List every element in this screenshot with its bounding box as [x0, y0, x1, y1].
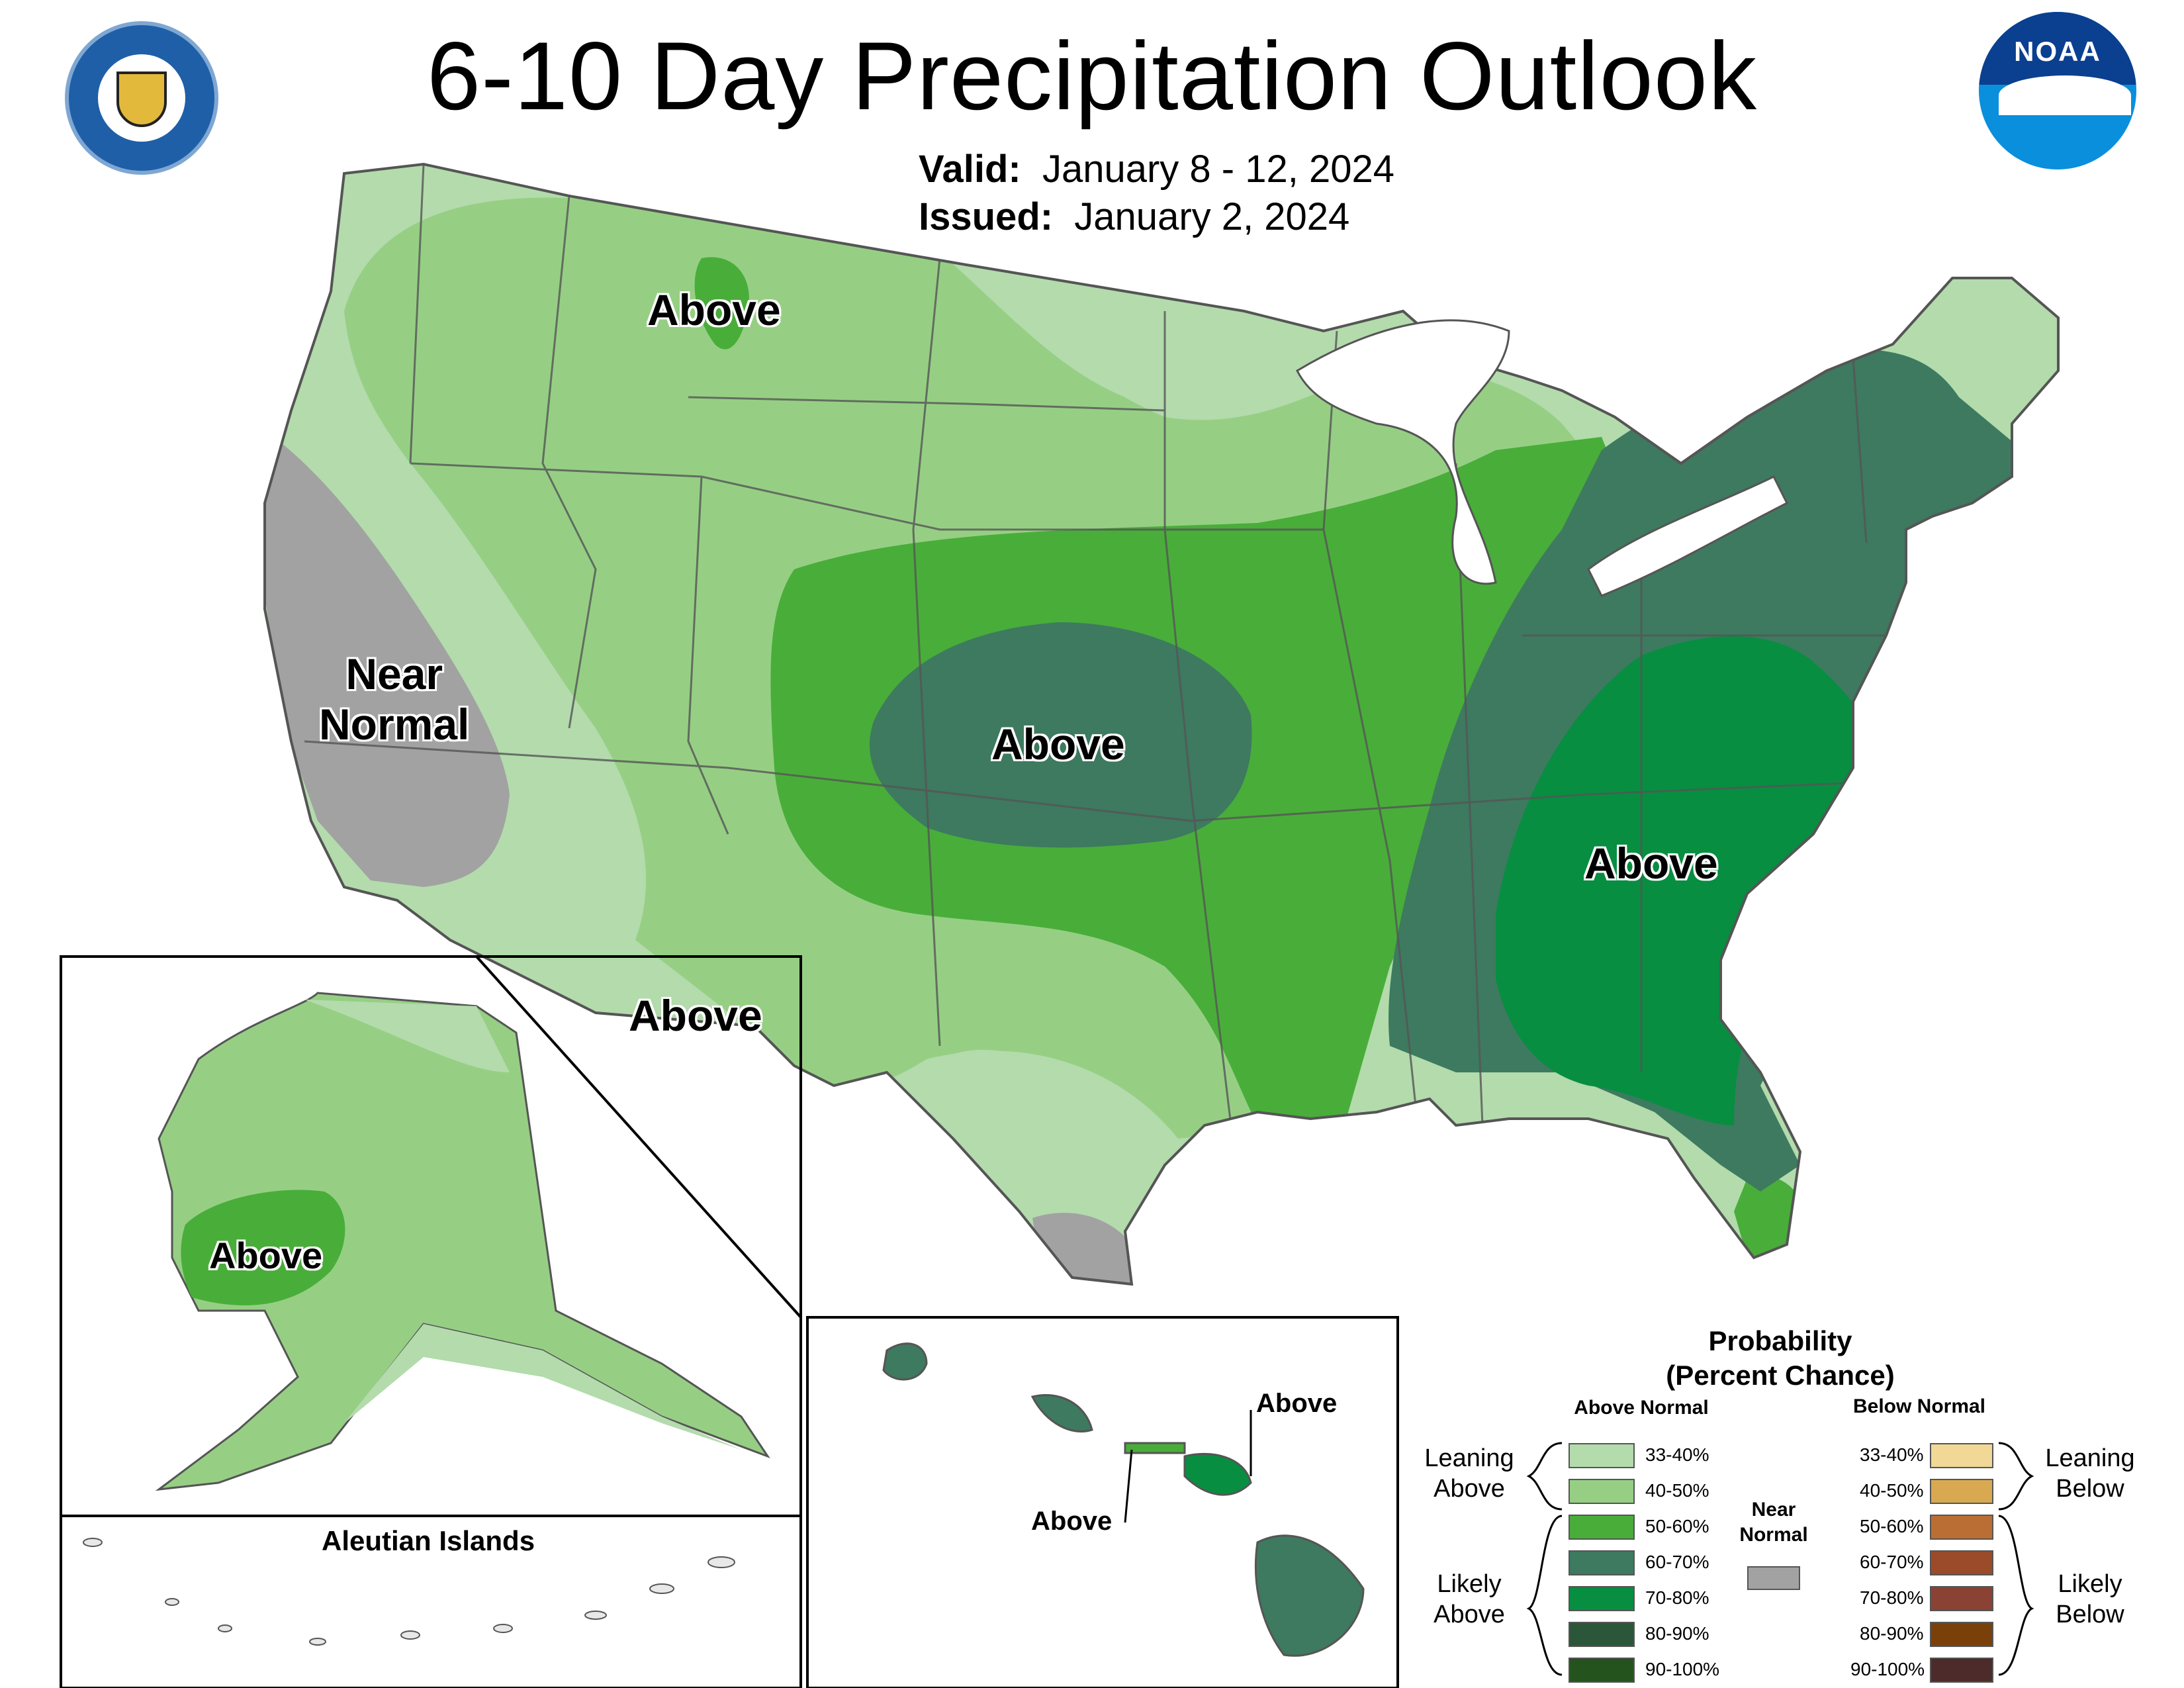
southwest-above-label: Above: [629, 991, 762, 1040]
legend-title-line2: (Percent Chance): [1666, 1360, 1895, 1391]
likely-below-line2: Below: [2056, 1601, 2124, 1628]
california-near-normal-label: Near Normal: [319, 649, 469, 749]
legend-above-range-4: 70-80%: [1645, 1587, 1709, 1608]
legend-above-swatch-4: [1569, 1586, 1635, 1611]
page-title: 6-10 Day Precipitation Outlook: [426, 22, 1758, 130]
near-normal-california-shading: [265, 430, 510, 887]
issued-label: Issued:: [919, 195, 1054, 238]
leaning-below-line2: Below: [2056, 1475, 2124, 1503]
likely-above-70-80-southeast-shading: [1496, 636, 1888, 1125]
likely-below-line1: Likely: [2058, 1570, 2122, 1598]
legend-above-range-2: 50-60%: [1645, 1516, 1709, 1536]
alaska-lean-above-40-50-shading: [155, 992, 770, 1491]
legend-near-normal-swatch: [1747, 1566, 1800, 1590]
near-normal-line1: Near: [345, 649, 443, 698]
state-borders: [304, 164, 1893, 1126]
legend-leaning-above-label: Leaning Above: [1410, 1443, 1529, 1504]
legend-above-swatch-6: [1569, 1658, 1635, 1683]
valid-label: Valid:: [919, 148, 1021, 191]
aleutian-inset-frame: [60, 1515, 802, 1688]
legend-below-swatch-3: [1930, 1550, 1993, 1575]
legend-below-range-5: 80-90%: [1860, 1623, 1924, 1644]
legend-near-normal-label: Near Normal: [1721, 1497, 1827, 1548]
legend-title: Probability (Percent Chance): [1615, 1324, 1946, 1393]
near-normal-line2: Normal: [319, 700, 470, 749]
legend-below-range-0: 33-40%: [1860, 1444, 1924, 1465]
noaa-logo-icon: NOAA: [1979, 12, 2136, 169]
aleutian-islands: [83, 1538, 735, 1646]
legend-near-line2: Normal: [1739, 1524, 1808, 1546]
hawaii-inset-frame: [806, 1316, 1399, 1688]
alaska-inset-diagonal-frame: [475, 955, 802, 1319]
legend-above-range-3: 60-70%: [1645, 1552, 1709, 1572]
legend-below-range-6: 90-100%: [1850, 1659, 1925, 1679]
big-island: [1254, 1534, 1365, 1657]
legend-above-range-0: 33-40%: [1645, 1444, 1709, 1465]
valid-value: January 8 - 12, 2024: [1042, 148, 1394, 191]
legend-above-range-6: 90-100%: [1645, 1659, 1720, 1679]
legend-above-swatch-5: [1569, 1622, 1635, 1647]
hawaii-islands: [882, 1342, 1365, 1657]
legend-below-swatch-2: [1930, 1515, 1993, 1540]
maui-island: [1183, 1452, 1252, 1496]
legend-below-swatch-5: [1930, 1622, 1993, 1647]
southeast-above-label: Above: [1584, 839, 1718, 888]
legend-below-range-1: 40-50%: [1860, 1480, 1924, 1501]
legend-above-range-5: 80-90%: [1645, 1623, 1709, 1644]
legend-above-swatch-2: [1569, 1515, 1635, 1540]
legend-below-range-4: 70-80%: [1860, 1587, 1924, 1608]
alaska-inset-map: [155, 992, 770, 1491]
legend-near-line1: Near: [1751, 1499, 1796, 1521]
molokai-island: [1124, 1442, 1186, 1454]
hawaii-molokai-above-label: Above: [1031, 1507, 1113, 1536]
legend-title-line1: Probability: [1708, 1325, 1852, 1356]
legend-above-swatch-1: [1569, 1479, 1635, 1504]
kauai-island: [882, 1342, 928, 1381]
department-of-commerce-seal-icon: [65, 21, 218, 175]
alaska-above-label: Above: [209, 1235, 323, 1276]
legend-likely-above-label: Likely Above: [1410, 1569, 1529, 1630]
legend-below-swatch-4: [1930, 1586, 1993, 1611]
legend-below-range-3: 60-70%: [1860, 1552, 1924, 1572]
leaning-above-line2: Above: [1433, 1475, 1505, 1503]
hawaii-maui-above-label: Above: [1256, 1389, 1338, 1418]
legend-below-normal-header: Below Normal: [1852, 1395, 1986, 1417]
legend-leaning-below-label: Leaning Below: [2030, 1443, 2150, 1504]
legend-above-normal-header: Above Normal: [1574, 1397, 1709, 1419]
lean-above-33-40-north-plains-shading: [946, 258, 1337, 415]
alaska-likely-above-50-60-shading: [181, 1190, 345, 1305]
aleutian-islands-title: Aleutian Islands: [322, 1525, 535, 1556]
likely-above-line1: Likely: [1437, 1570, 1502, 1598]
oahu-island: [1030, 1393, 1093, 1433]
legend-above-swatch-0: [1569, 1443, 1635, 1468]
issued-value: January 2, 2024: [1074, 195, 1350, 238]
great-lakes-water: [1296, 319, 1789, 597]
legend-below-range-2: 50-60%: [1860, 1516, 1924, 1536]
likely-above-line2: Above: [1433, 1601, 1505, 1628]
leaning-above-line1: Leaning: [1424, 1444, 1514, 1472]
legend-likely-below-label: Likely Below: [2030, 1569, 2150, 1630]
legend-below-swatch-6: [1930, 1658, 1993, 1683]
legend-above-swatch-3: [1569, 1550, 1635, 1575]
leaning-below-line1: Leaning: [2045, 1444, 2135, 1472]
alaska-lean-above-33-40-shading: [304, 1000, 741, 1450]
likely-above-50-60-florida-shading: [1734, 1176, 1813, 1284]
legend-below-swatch-1: [1930, 1479, 1993, 1504]
valid-dates: Valid: January 8 - 12, 2024: [919, 148, 1394, 191]
central-above-label: Above: [991, 720, 1125, 769]
legend-below-swatch-0: [1930, 1443, 1993, 1468]
likely-above-50-60-montana-shading: [694, 257, 749, 350]
legend-above-range-1: 40-50%: [1645, 1480, 1709, 1501]
issued-date: Issued: January 2, 2024: [919, 196, 1349, 238]
legend-braces: [1526, 1442, 2034, 1676]
lean-above-33-40-texas-shading: [900, 1049, 1178, 1244]
likely-above-60-70-central-shading: [869, 622, 1252, 848]
montana-above-label: Above: [647, 285, 781, 334]
molokai-label-leader: [1124, 1449, 1133, 1523]
